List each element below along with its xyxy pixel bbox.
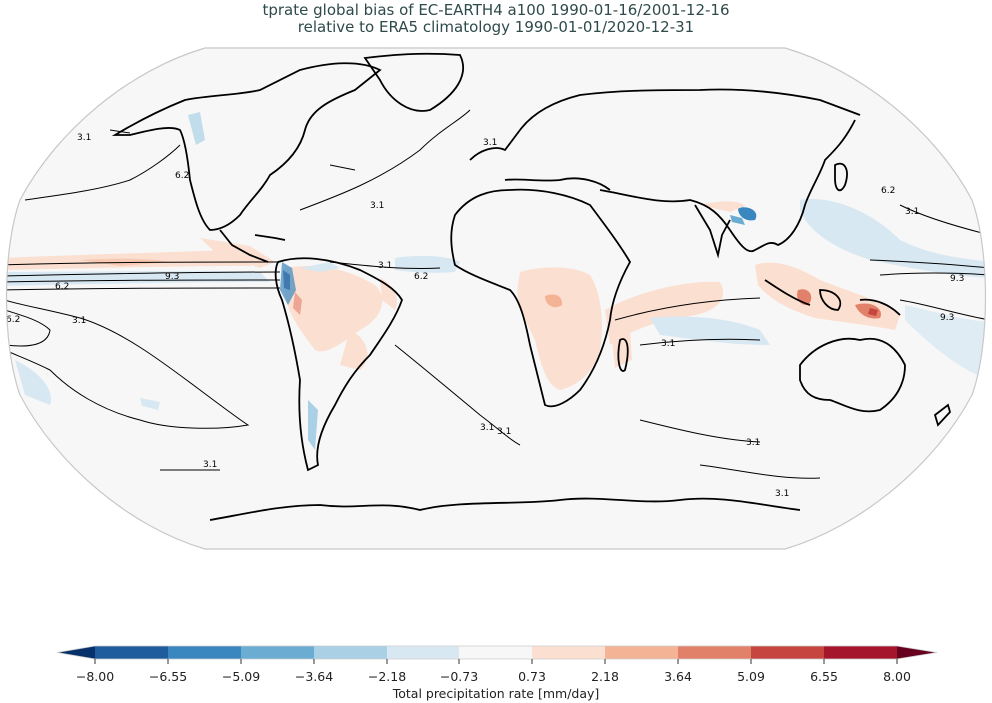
svg-text:6.2: 6.2 (881, 186, 895, 196)
colorbar-tick: −5.09 (221, 669, 261, 684)
svg-text:6.2: 6.2 (414, 272, 428, 282)
colorbar-tick: −0.73 (439, 669, 479, 684)
svg-text:3.1: 3.1 (661, 339, 675, 349)
svg-text:6.2: 6.2 (6, 315, 20, 325)
colorbar-tick: 3.64 (664, 669, 692, 684)
colorbar-tick: −2.18 (367, 669, 407, 684)
map-border (5, 47, 987, 550)
svg-text:3.1: 3.1 (72, 316, 86, 326)
colorbar-tick: 5.09 (737, 669, 765, 684)
svg-text:3.1: 3.1 (483, 138, 497, 148)
colorbar (56, 645, 938, 664)
map-frame (6, 48, 986, 549)
bias-shading (6, 112, 986, 450)
svg-text:9.3: 9.3 (950, 274, 964, 284)
colorbar-tick: 2.18 (591, 669, 619, 684)
chart-title-line1: tprate global bias of EC-EARTH4 a100 199… (262, 1, 730, 19)
svg-text:9.3: 9.3 (165, 272, 179, 282)
svg-text:3.1: 3.1 (370, 201, 384, 211)
svg-text:3.1: 3.1 (203, 460, 217, 470)
chart-title-line2: relative to ERA5 climatology 1990-01-01/… (297, 18, 695, 36)
climatology-contours (6, 109, 986, 479)
colorbar-tick: 6.55 (810, 669, 838, 684)
colorbar-tick: 0.73 (518, 669, 546, 684)
svg-text:3.1: 3.1 (497, 427, 511, 437)
colorbar-tick: 8.00 (883, 669, 911, 684)
colorbar-under-arrow (57, 646, 95, 659)
colorbar-label: Total precipitation rate [mm/day] (392, 686, 600, 701)
coastlines (111, 52, 952, 521)
colorbar-tick: −3.64 (294, 669, 334, 684)
contour-labels: 3.1 6.2 3.1 9.3 6.2 6.2 3.1 3.1 6.2 3.1 … (6, 133, 964, 499)
svg-text:3.1: 3.1 (77, 133, 91, 143)
svg-text:6.2: 6.2 (55, 282, 69, 292)
svg-text:3.1: 3.1 (480, 423, 494, 433)
colorbar-tick: −6.55 (148, 669, 188, 684)
svg-text:3.1: 3.1 (378, 261, 392, 271)
svg-text:3.1: 3.1 (905, 207, 919, 217)
svg-text:9.3: 9.3 (940, 313, 954, 323)
svg-text:3.1: 3.1 (775, 489, 789, 499)
svg-text:3.1: 3.1 (746, 438, 760, 448)
colorbar-tick: −8.00 (75, 669, 115, 684)
svg-text:6.2: 6.2 (175, 171, 189, 181)
colorbar-over-arrow (897, 646, 937, 659)
